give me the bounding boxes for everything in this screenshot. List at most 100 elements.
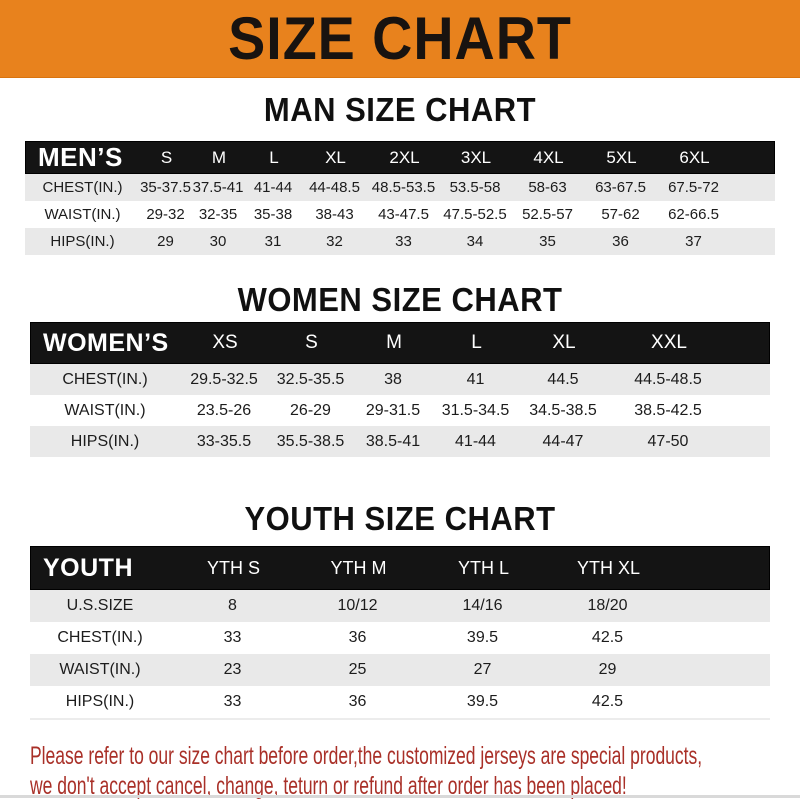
men-category-label: MEN’S — [38, 142, 123, 172]
size-value-cell: 33 — [395, 233, 412, 250]
size-value-cell: 41 — [466, 370, 485, 388]
youth-section-title: YOUTH SIZE CHART — [0, 457, 800, 538]
row-label: CHEST(IN.) — [57, 629, 143, 646]
size-value-cell: 42.5 — [591, 629, 624, 646]
size-value-cell: 39.5 — [466, 693, 499, 710]
size-value-cell: 62-66.5 — [668, 206, 719, 223]
size-value-cell: 44-47 — [542, 432, 584, 450]
men-size-column-header: 4XL — [533, 147, 564, 167]
size-value-cell: 29 — [157, 233, 174, 250]
size-value-cell: 32 — [326, 233, 343, 250]
size-value-cell: 36 — [348, 629, 367, 646]
size-value-cell: 35-37.5 — [140, 179, 191, 196]
women-section-title: WOMEN SIZE CHART — [0, 255, 800, 319]
size-value-cell: 42.5 — [591, 693, 624, 710]
row-label: WAIST(IN.) — [64, 401, 146, 419]
size-value-cell: 53.5-58 — [449, 179, 501, 196]
size-value-cell: 27 — [473, 661, 492, 678]
size-value-cell: 26-29 — [290, 401, 331, 419]
youth-table-row: CHEST(IN.) 33 36 39.5 42.5 — [30, 622, 770, 654]
size-value-cell: 8 — [228, 597, 237, 614]
size-value-cell: 37 — [685, 233, 702, 250]
size-value-cell: 58-63 — [528, 179, 567, 196]
youth-category-label: YOUTH — [43, 553, 133, 582]
size-value-cell: 38.5-42.5 — [634, 401, 702, 419]
size-value-cell: 35 — [539, 233, 556, 250]
size-value-cell: 34 — [466, 233, 484, 250]
size-value-cell: 33-35.5 — [196, 432, 252, 450]
women-category-label: WOMEN’S — [43, 328, 169, 357]
size-value-cell: 14/16 — [462, 597, 503, 614]
row-label: HIPS(IN.) — [50, 233, 115, 250]
youth-table-row: U.S.SIZE 8 10/12 14/16 18/20 — [30, 590, 770, 622]
size-value-cell: 23.5-26 — [196, 401, 252, 419]
women-size-column-header: XL — [552, 332, 576, 353]
women-size-table: WOMEN’S XS S M L XL XXL CHEST(IN.) 29.5-32.5 32.5… — [30, 322, 770, 457]
size-value-cell: 43-47.5 — [378, 206, 429, 223]
men-size-column-header: 6XL — [679, 147, 710, 167]
row-label: U.S.SIZE — [66, 597, 134, 614]
men-size-column-header: 5XL — [606, 147, 637, 167]
men-size-column-header: M — [211, 147, 227, 167]
size-value-cell: 38-43 — [315, 206, 354, 223]
size-value-cell: 10/12 — [337, 597, 378, 614]
size-value-cell: 41-44 — [455, 432, 496, 450]
men-size-column-header: XL — [325, 147, 346, 167]
women-size-column-header: S — [305, 332, 318, 353]
women-size-column-header: L — [471, 332, 482, 353]
row-label: CHEST(IN.) — [62, 370, 148, 388]
size-value-cell: 32.5-35.5 — [276, 370, 345, 388]
size-value-cell: 37.5-41 — [192, 179, 244, 196]
size-value-cell: 29-32 — [146, 206, 185, 223]
size-value-cell: 57-62 — [601, 206, 640, 223]
youth-size-column-header: YTH M — [330, 557, 387, 578]
size-value-cell: 48.5-53.5 — [371, 179, 436, 196]
size-value-cell: 31.5-34.5 — [441, 401, 510, 419]
banner: SIZE CHART — [0, 0, 800, 78]
size-value-cell: 44-48.5 — [309, 179, 360, 196]
size-value-cell: 34.5-38.5 — [529, 401, 597, 419]
youth-size-section: YOUTH SIZE CHART YOUTH YTH S YTH M YTH L YTH… — [0, 457, 800, 720]
men-size-column-header: 3XL — [460, 147, 492, 167]
youth-section-title-text: YOUTH SIZE CHART — [244, 499, 556, 538]
youth-table-row: WAIST(IN.) 23 25 27 29 — [30, 654, 770, 686]
size-value-cell: 38 — [384, 370, 402, 388]
size-value-cell: 29-31.5 — [365, 401, 421, 419]
size-value-cell: 44.5-48.5 — [634, 370, 702, 388]
men-size-column-header: S — [160, 147, 173, 167]
size-value-cell: 36 — [348, 693, 367, 710]
men-size-column-header: 2XL — [389, 147, 420, 167]
women-table-row: HIPS(IN.) 33-35.5 35.5-38.5 38.5-41 41-44 44-… — [30, 426, 770, 457]
disclaimer-line-1: Please refer to our size chart before or… — [30, 742, 703, 770]
bottom-edge-divider — [0, 795, 800, 798]
men-table-row: CHEST(IN.) 35-37.5 37.5-41 41-44 44-48.5 48.5… — [25, 174, 775, 201]
men-size-section: MAN SIZE CHART MEN’S S M L XL 2XL 3XL 4XL 5XL 6XL… — [0, 78, 800, 255]
size-value-cell: 36 — [612, 233, 629, 250]
women-table-row: CHEST(IN.) 29.5-32.5 32.5-35.5 38 41 44.5 44.5… — [30, 364, 770, 395]
women-size-column-header: M — [386, 332, 402, 353]
size-value-cell: 35-38 — [253, 206, 293, 223]
youth-size-table: YOUTH YTH S YTH M YTH L YTH XL U.S.SIZE 8 10/12… — [30, 546, 770, 720]
men-size-column-header: L — [269, 147, 279, 167]
women-header-row: WOMEN’S XS S M L XL XXL — [30, 322, 770, 364]
size-value-cell: 18/20 — [587, 597, 628, 614]
youth-size-column-header: YTH S — [206, 557, 260, 578]
youth-table-row: HIPS(IN.) 33 36 39.5 42.5 — [30, 686, 770, 718]
row-label: CHEST(IN.) — [42, 179, 123, 196]
size-value-cell: 67.5-72 — [668, 179, 719, 196]
row-label: WAIST(IN.) — [44, 206, 121, 223]
size-value-cell: 29.5-32.5 — [190, 370, 258, 388]
row-label: WAIST(IN.) — [59, 661, 141, 678]
women-size-section: WOMEN SIZE CHART WOMEN’S XS S M L XL XXL CHEST(… — [0, 255, 800, 457]
size-value-cell: 52.5-57 — [522, 206, 573, 223]
size-value-cell: 41-44 — [253, 179, 293, 196]
women-section-title-text: WOMEN SIZE CHART — [237, 280, 563, 319]
men-section-title-text: MAN SIZE CHART — [263, 90, 537, 129]
men-table-row: WAIST(IN.) 29-32 32-35 35-38 38-43 43-47.5 47.… — [25, 201, 775, 228]
size-value-cell: 39.5 — [466, 629, 499, 646]
youth-size-column-header: YTH L — [457, 557, 509, 578]
size-value-cell: 31 — [264, 233, 282, 250]
size-value-cell: 29 — [598, 661, 617, 678]
women-size-column-header: XXL — [651, 332, 687, 353]
